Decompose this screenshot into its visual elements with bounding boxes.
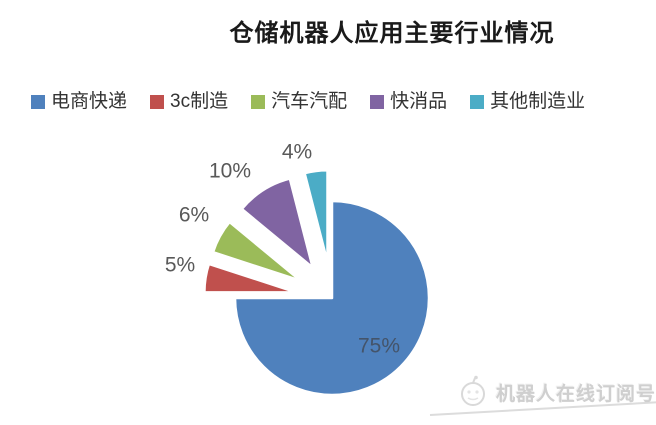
data-label-2: 5% (165, 254, 195, 277)
legend-item-2: 3c制造 (150, 92, 228, 111)
pie-slice-1 (233, 199, 431, 397)
watermark-text: 机器人在线订阅号 (496, 383, 656, 405)
legend-label: 其他制造业 (490, 91, 586, 112)
legend-label: 3c制造 (170, 91, 229, 112)
legend-label: 电商快递 (51, 91, 128, 112)
robot-logo-icon (461, 375, 485, 406)
legend-swatch-icon (251, 94, 266, 109)
legend-item-1: 电商快递 (31, 92, 127, 111)
legend-swatch-icon (470, 94, 485, 109)
legend-item-3: 汽车汽配 (251, 92, 347, 111)
legend-label: 快消品 (390, 91, 448, 112)
pie-slice-2 (203, 262, 298, 294)
legend-swatch-icon (31, 94, 45, 109)
pie-slice-3 (211, 220, 302, 282)
chart-title: 仓储机器人应用主要行业情况 (229, 20, 555, 47)
legend-item-5: 其他制造业 (470, 92, 585, 111)
pie-slice-5 (303, 169, 329, 264)
data-label-4: 10% (209, 160, 251, 183)
pie-slice-4 (240, 177, 314, 269)
data-label-5: 4% (282, 141, 312, 164)
legend-swatch-icon (370, 94, 385, 109)
legend-label: 汽车汽配 (271, 91, 348, 112)
data-label-3: 6% (179, 204, 209, 227)
watermark: 机器人在线订阅号 (456, 375, 656, 409)
chart-legend: 电商快递 3c制造 汽车汽配 快消品 其他制造业 (31, 92, 585, 111)
data-label-1: 75% (358, 335, 400, 358)
legend-swatch-icon (150, 94, 165, 109)
legend-item-4: 快消品 (370, 92, 447, 111)
